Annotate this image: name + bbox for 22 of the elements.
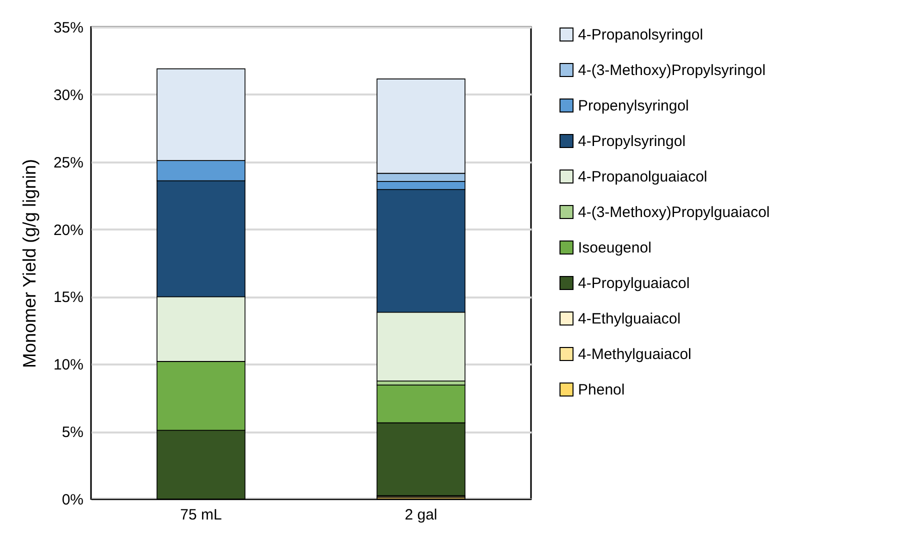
legend-label: 4-Propylsyringol xyxy=(578,133,686,150)
legend-label: Propenylsyringol xyxy=(578,98,689,114)
legend-label: 4-Methylguaiacol xyxy=(578,346,692,363)
y-tick-label: 5% xyxy=(62,424,84,442)
legend-label: 4-Propanolguaiacol xyxy=(578,168,708,186)
legend-label: 4-(3-Methoxy)Propylguaiacol xyxy=(578,204,770,221)
y-tick-label: 35% xyxy=(53,20,84,36)
y-tick-label: 0% xyxy=(62,492,84,508)
y-tick-label: 20% xyxy=(53,222,84,239)
y-axis-title: Monomer Yield (g/g lignin) xyxy=(19,158,40,368)
legend-label: Phenol xyxy=(578,382,625,398)
legend-label: Isoeugenol xyxy=(578,240,652,256)
legend-label: 4-(3-Methoxy)Propylsyringol xyxy=(578,62,766,79)
x-tick-label: 75 mL xyxy=(180,506,222,524)
x-tick-label: 2 gal xyxy=(404,506,438,524)
y-tick-label: 10% xyxy=(53,356,84,374)
y-tick-label: 25% xyxy=(53,154,84,172)
legend-label: 4-Propanolsyringol xyxy=(578,26,704,44)
legend-label: 4-Ethylguaiacol xyxy=(578,310,681,328)
y-tick-label: 30% xyxy=(53,86,84,104)
legend-label: 4-Propylguaiacol xyxy=(578,275,690,292)
y-tick-label: 15% xyxy=(53,289,84,306)
